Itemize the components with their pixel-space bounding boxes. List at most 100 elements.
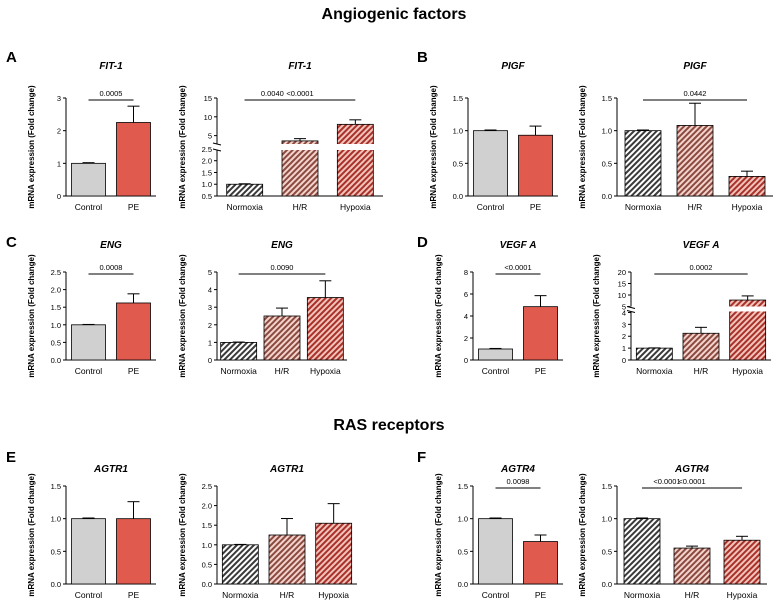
chart-F-right: AGTR4 mRNA expression (Fold change) 0.0 0.5… [578,464,767,600]
y-tick-label: 1.5 [51,303,61,312]
y-tick-label: 1 [622,344,626,353]
bar [281,140,319,197]
y-tick-label: 1.0 [51,321,61,330]
y-tick-label: 10 [618,291,626,300]
y-tick-label: 2.5 [202,145,212,154]
chart-title: PIGF [501,61,525,72]
y-tick-label: 0 [464,356,468,365]
chart-title: ENG [271,240,293,251]
panel-letter-f: F [417,449,426,466]
bar [523,306,558,361]
chart-D-left: VEGF A mRNA expression (Fold change) 0 2 4 6 8… [434,240,563,378]
x-tick-label: Control [75,590,103,600]
y-tick-label: 0 [57,192,61,201]
y-tick-label: 2 [622,332,626,341]
y-tick-label: 0.5 [51,547,61,556]
p-value-label: 0.0090 [271,263,294,272]
y-tick-label: 3 [622,320,626,329]
axis-break-mark [626,305,636,313]
x-tick-label: Control [477,202,505,212]
x-tick-label: H/R [688,202,703,212]
chart-title: AGTR1 [269,464,304,475]
y-axis-label: mRNA expression (Fold change) [578,85,587,209]
bar [478,348,513,361]
x-tick-label: Normoxia [220,366,257,376]
y-tick-label: 2.0 [202,502,212,511]
bar [226,183,264,197]
y-tick-label: 3 [57,94,61,103]
y-axis-label: mRNA expression (Fold change) [178,85,187,209]
bar [116,518,151,585]
p-value-label: 0.0008 [100,263,123,272]
y-tick-label: 2.5 [51,268,61,277]
y-tick-label: 0.0 [51,356,61,365]
section-title-angiogenic: Angiogenic factors [322,6,467,23]
y-tick-label: 2 [464,334,468,343]
x-tick-label: H/R [280,590,295,600]
y-tick-label: 3 [208,303,212,312]
panel-letter-b: B [417,49,428,66]
y-tick-label: 1.5 [202,168,212,177]
y-tick-label: 0 [208,356,212,365]
bar [682,332,720,361]
y-tick-label: 0.0 [202,580,212,589]
chart-title: ENG [100,240,122,251]
y-tick-label: 5 [622,302,626,311]
bar [518,134,553,197]
x-tick-label: Hypoxia [310,366,341,376]
x-tick-label: Control [482,590,510,600]
bar [306,297,344,361]
p-value-label: <0.0001 [653,477,680,486]
x-tick-label: H/R [685,590,700,600]
x-tick-label: Hypoxia [727,590,758,600]
x-tick-label: Control [482,366,510,376]
axis-break [213,144,381,150]
y-axis-label: mRNA expression (Fold change) [27,254,36,378]
y-tick-label: 5 [208,268,212,277]
section-title-ras: RAS receptors [333,417,444,434]
chart-C-left: ENG mRNA expression (Fold change) 0.0 0.5 1.… [27,240,156,378]
chart-title: VEGF A [683,240,720,251]
x-tick-label: PE [128,202,140,212]
x-tick-label: Hypoxia [340,202,371,212]
p-value-label: <0.0001 [678,477,705,486]
chart-title: AGTR4 [674,464,709,475]
y-tick-label: 1.5 [602,482,612,491]
y-tick-label: 1.0 [51,515,61,524]
x-tick-label: PE [535,590,547,600]
bar [71,162,106,197]
y-axis-label: mRNA expression (Fold change) [178,473,187,597]
y-axis-label: mRNA expression (Fold change) [578,473,587,597]
p-value-label: 0.0005 [100,89,123,98]
bar [623,518,661,585]
y-tick-label: 0.5 [51,338,61,347]
x-tick-label: Control [75,366,103,376]
y-tick-label: 1.0 [202,541,212,550]
y-axis-label: mRNA expression (Fold change) [27,85,36,209]
panel-letter-a: A [6,49,17,66]
y-tick-label: 15 [204,94,212,103]
y-tick-label: 4 [622,308,626,317]
y-tick-label: 1 [208,338,212,347]
bar [676,125,714,197]
bar [523,541,558,585]
y-tick-label: 0.5 [202,192,212,201]
y-tick-label: 10 [204,113,212,122]
chart-E-left: AGTR1 mRNA expression (Fold change) 0.0 0.5… [27,464,156,600]
y-tick-label: 1.5 [458,482,468,491]
y-tick-label: 15 [618,279,626,288]
y-tick-label: 1.5 [453,94,463,103]
x-tick-label: H/R [293,202,308,212]
y-tick-label: 0.0 [453,192,463,201]
y-tick-label: 1.5 [51,482,61,491]
p-value-label: <0.0001 [504,263,531,272]
chart-title: PIGF [683,61,707,72]
y-axis-label: mRNA expression (Fold change) [27,473,36,597]
chart-F-left: AGTR4 mRNA expression (Fold change) 0.0 0.5… [434,464,563,600]
x-tick-label: Control [75,202,103,212]
x-tick-label: Hypoxia [732,366,763,376]
panel-letter-c: C [6,234,17,251]
bar [263,315,301,361]
y-tick-label: 0.0 [51,580,61,589]
